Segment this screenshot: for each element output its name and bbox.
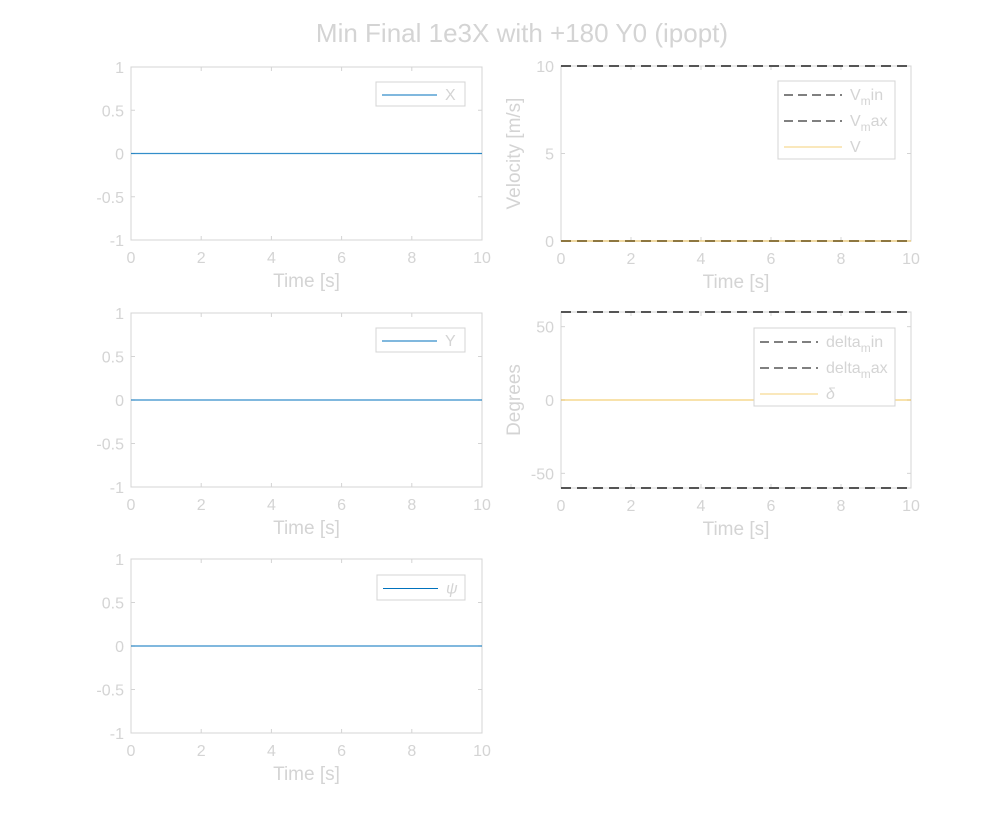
x-tick-label: 10	[473, 497, 491, 514]
x-tick-label: 0	[127, 497, 136, 514]
x-tick-label: 8	[407, 497, 416, 514]
y-tick-label: -1	[110, 726, 124, 743]
x-axis-label: Time [s]	[273, 271, 340, 292]
legend-box	[777, 80, 896, 160]
y-axis-label: Velocity [m/s]	[504, 98, 525, 210]
legend-label: Vmax	[850, 113, 888, 134]
y-tick-label: 0	[115, 147, 124, 164]
y-tick-label: 1	[115, 306, 124, 323]
x-tick-label: 0	[557, 498, 566, 515]
x-tick-label: 8	[837, 498, 846, 515]
x-tick-label: 6	[337, 250, 346, 267]
x-tick-label: 8	[407, 250, 416, 267]
x-tick-label: 6	[767, 251, 776, 268]
x-tick-label: 6	[767, 498, 776, 515]
x-tick-label: 4	[267, 743, 276, 760]
legend-label: Y	[445, 333, 456, 350]
x-tick-label: 0	[557, 251, 566, 268]
axes-x: 0 2 4 6 8 10 -1 -0.5 0 0.5 1 Time [s] X	[96, 60, 491, 292]
x-tick-label: 10	[902, 251, 920, 268]
x-tick-label: 0	[127, 250, 136, 267]
legend-psi: ψ	[376, 574, 466, 601]
x-axis-label: Time [s]	[703, 519, 770, 540]
legend-box	[375, 81, 466, 107]
legend-label: X	[445, 87, 456, 104]
y-tick-label: 0	[115, 393, 124, 410]
y-tick-label: 1	[115, 552, 124, 569]
x-tick-label: 10	[473, 743, 491, 760]
x-tick-label: 10	[473, 250, 491, 267]
legend-label: δ	[826, 386, 836, 403]
x-tick-label: 2	[197, 250, 206, 267]
legend-label: ψ	[446, 581, 458, 598]
y-tick-label: 0	[545, 234, 554, 251]
legend-velocity: Vmin Vmax V	[777, 80, 896, 160]
legend-box	[375, 327, 466, 353]
y-tick-label: 0.5	[102, 103, 124, 120]
x-tick-label: 4	[267, 250, 276, 267]
legend-label: deltamin	[826, 334, 883, 355]
y-axis-label: Degrees	[504, 364, 525, 436]
x-tick-label: 6	[337, 497, 346, 514]
y-tick-label: -0.5	[96, 683, 124, 700]
legend-y: Y	[375, 327, 466, 353]
x-tick-label: 2	[197, 497, 206, 514]
y-tick-label: 10	[536, 59, 554, 76]
x-tick-label: 2	[627, 498, 636, 515]
y-tick-label: 1	[115, 60, 124, 77]
y-tick-label: -0.5	[96, 190, 124, 207]
legend-x: X	[375, 81, 466, 107]
y-tick-label: -1	[110, 233, 124, 250]
y-tick-label: -0.5	[96, 437, 124, 454]
x-tick-label: 8	[837, 251, 846, 268]
x-tick-label: 8	[407, 743, 416, 760]
x-tick-label: 10	[902, 498, 920, 515]
x-axis-label: Time [s]	[703, 272, 770, 293]
axes-velocity: 0 2 4 6 8 10 0 5 10 Time [s] Velocity [m/s] Vmin Vma…	[504, 59, 920, 293]
y-tick-label: 0	[115, 639, 124, 656]
y-tick-label: 0	[545, 393, 554, 410]
legend-label: deltamax	[826, 360, 888, 381]
y-tick-label: -50	[531, 466, 554, 483]
y-tick-label: 0.5	[102, 350, 124, 367]
x-tick-label: 0	[127, 743, 136, 760]
x-axis-label: Time [s]	[273, 518, 340, 539]
axes-psi: 0 2 4 6 8 10 -1 -0.5 0 0.5 1 Time [s] ψ	[96, 552, 491, 785]
y-tick-label: 50	[536, 320, 554, 337]
legend-label: Vmin	[850, 87, 883, 108]
legend-box	[753, 327, 896, 407]
legend-box	[376, 574, 466, 601]
legend-label: V	[850, 139, 861, 156]
figure-title: Min Final 1e3X with +180 Y0 (ipopt)	[316, 18, 728, 48]
x-tick-label: 2	[627, 251, 636, 268]
x-tick-label: 6	[337, 743, 346, 760]
x-axis-label: Time [s]	[273, 764, 340, 785]
x-tick-label: 2	[197, 743, 206, 760]
y-tick-label: 5	[545, 147, 554, 164]
y-tick-label: -1	[110, 480, 124, 497]
axes-y: 0 2 4 6 8 10 -1 -0.5 0 0.5 1 Time [s] Y	[96, 306, 491, 539]
y-tick-label: 0.5	[102, 596, 124, 613]
x-tick-label: 4	[267, 497, 276, 514]
legend-delta: deltamin deltamax δ	[753, 327, 896, 407]
x-tick-label: 4	[697, 251, 706, 268]
x-tick-label: 4	[697, 498, 706, 515]
